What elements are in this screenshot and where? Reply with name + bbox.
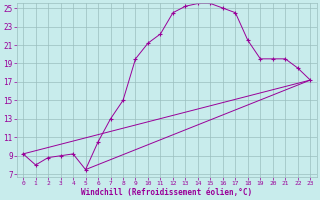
X-axis label: Windchill (Refroidissement éolien,°C): Windchill (Refroidissement éolien,°C) [81, 188, 252, 197]
